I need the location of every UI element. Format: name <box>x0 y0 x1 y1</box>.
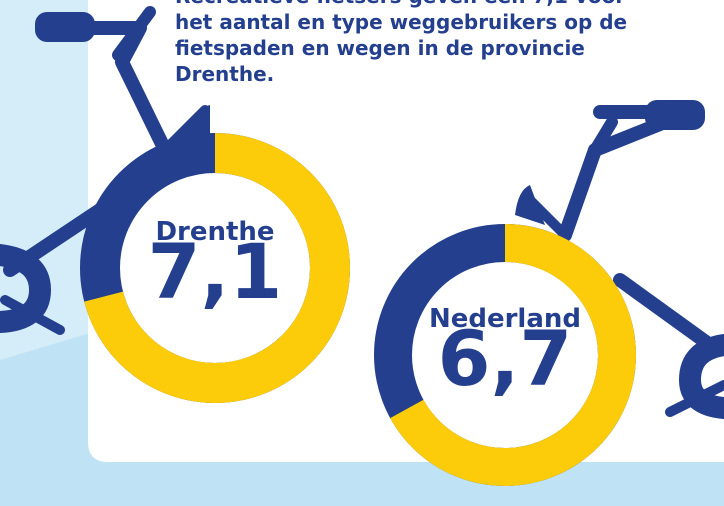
intro-line: Drenthe. <box>175 62 274 86</box>
handlebar-grip <box>645 100 705 130</box>
intro-line: Recreatieve fietsers geven een 7,1 voor <box>175 0 625 8</box>
intro-line: het aantal en type weggebruikers op de <box>175 10 627 34</box>
intro-line: fietspaden en wegen in de provincie <box>175 36 585 60</box>
infographic: Recreatieve fietsers geven een 7,1 voor h… <box>0 0 724 506</box>
donut-value-label: 6,7 <box>438 314 573 403</box>
handlebar-grip <box>35 12 95 42</box>
donut-value-label: 7,1 <box>148 227 283 316</box>
